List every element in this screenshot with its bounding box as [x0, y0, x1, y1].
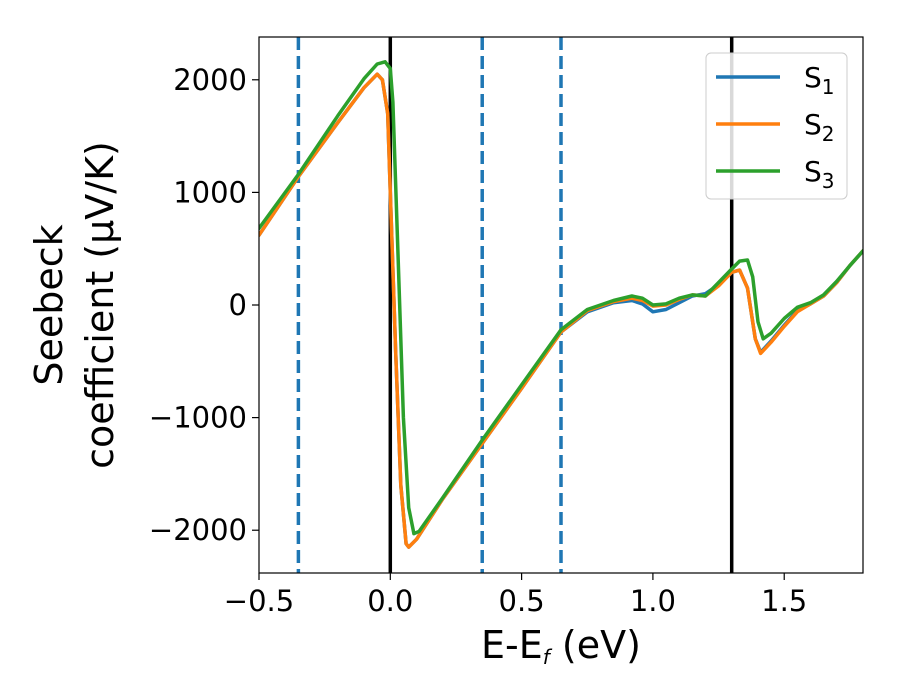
legend-label-s3: S3	[804, 155, 835, 193]
y-axis-label-line1: Seebeck	[27, 224, 71, 385]
legend-box	[705, 52, 848, 200]
series-line-s2	[259, 72, 863, 549]
y-axis-label: Seebeck coefficient (μV/K)	[27, 141, 122, 469]
y-tick-label-3: 1000	[173, 175, 247, 209]
y-axis-label-line2: coefficient (μV/K)	[78, 141, 122, 469]
x-tick-label-2: 0.5	[499, 584, 545, 618]
x-tick-label-3: 1.0	[630, 584, 676, 618]
series-line-s3	[259, 60, 863, 536]
x-tick-label-1: 0.0	[367, 584, 413, 618]
y-tick-label-2: 0	[229, 288, 247, 322]
legend-label-s1: S1	[804, 61, 835, 99]
axis-ticks: −0.5 0.0 0.5 1.0 1.5 −2000 −1000 0 1000 2000	[149, 63, 807, 618]
legend: S1 S2 S3	[705, 52, 848, 200]
x-tick-label-4: 1.5	[761, 584, 807, 618]
y-tick-label-0: −2000	[149, 513, 247, 547]
y-tick-label-1: −1000	[149, 401, 247, 435]
y-tick-label-4: 2000	[173, 63, 247, 97]
plot-area	[259, 37, 863, 573]
x-tick-label-0: −0.5	[224, 584, 294, 618]
legend-label-s2: S2	[804, 108, 835, 146]
x-axis-label: E-Ef (eV)	[481, 623, 641, 669]
